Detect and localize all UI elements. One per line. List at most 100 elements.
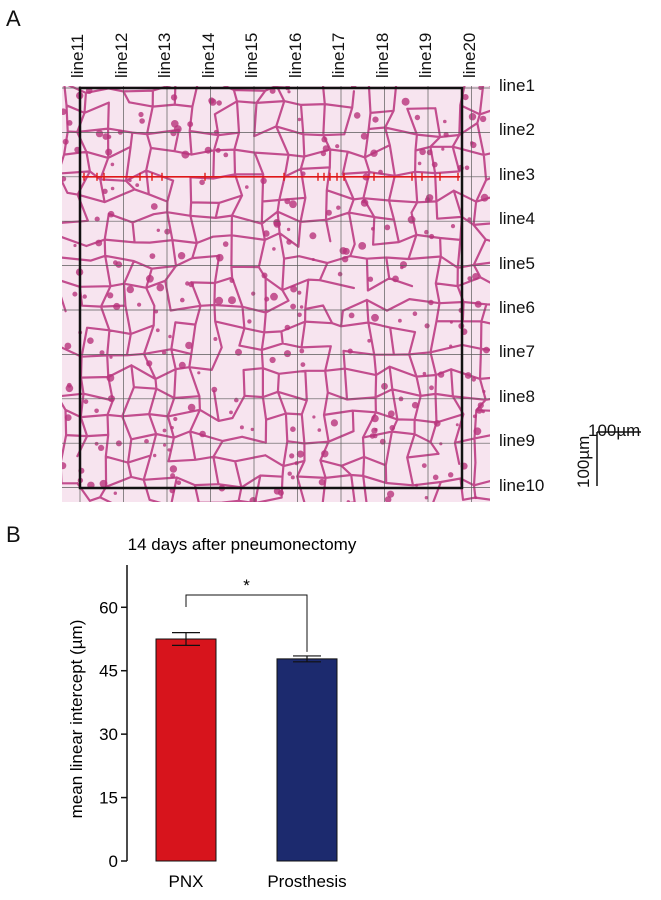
cell-nucleus — [417, 161, 422, 166]
cell-nucleus — [156, 283, 165, 292]
cell-nucleus — [161, 350, 167, 355]
cell-nucleus — [270, 292, 278, 301]
cell-nucleus — [137, 302, 142, 307]
cell-nucleus — [346, 500, 350, 502]
cell-nucleus — [450, 224, 456, 229]
cell-nucleus — [424, 323, 430, 329]
cell-nucleus — [167, 448, 171, 452]
cell-nucleus — [199, 179, 205, 186]
cell-nucleus — [249, 497, 257, 502]
cell-nucleus — [296, 450, 304, 458]
cell-nucleus — [392, 275, 399, 283]
cell-nucleus — [95, 239, 103, 247]
cell-nucleus — [439, 442, 443, 446]
cell-nucleus — [286, 227, 291, 232]
cell-nucleus — [289, 453, 295, 459]
cell-nucleus — [273, 219, 281, 227]
y-axis-label: mean linear intercept (µm) — [67, 620, 86, 819]
intercept-line-3 — [82, 172, 460, 181]
cell-nucleus — [318, 478, 326, 486]
cell-nucleus — [94, 441, 99, 446]
cell-nucleus — [94, 216, 100, 222]
cell-nucleus — [180, 297, 185, 303]
significance-bracket — [185, 594, 308, 652]
cell-nucleus — [471, 377, 477, 382]
cell-nucleus — [342, 247, 350, 255]
bar-chart: 14 days after pneumonectomy 0 15 30 45 60 mean… — [67, 535, 357, 891]
cell-nucleus — [448, 472, 454, 478]
cell-nucleus — [286, 239, 292, 245]
grid-label-line20: line20 — [459, 32, 479, 78]
cell-nucleus — [367, 338, 372, 343]
grid-label-line8: line8 — [499, 386, 535, 406]
grid-label-line1: line1 — [499, 76, 535, 95]
cell-nucleus — [64, 414, 72, 421]
cell-nucleus — [348, 312, 355, 319]
cell-nucleus — [250, 427, 254, 432]
cell-nucleus — [374, 428, 378, 432]
cell-nucleus — [176, 480, 182, 486]
cell-nucleus — [155, 328, 160, 333]
cell-nucleus — [412, 311, 418, 316]
cell-nucleus — [170, 426, 174, 430]
grid-label-line13: line13 — [155, 32, 174, 78]
cell-nucleus — [66, 120, 73, 126]
cell-nucleus — [477, 402, 484, 409]
cell-nucleus — [247, 319, 252, 324]
cell-nucleus — [170, 473, 176, 479]
cell-nucleus — [170, 94, 178, 101]
bar-pnx — [155, 638, 217, 862]
cell-nucleus — [411, 401, 419, 409]
cell-nucleus — [284, 324, 291, 331]
cell-nucleus — [437, 371, 445, 378]
cell-nucleus — [389, 425, 396, 431]
cell-nucleus — [215, 147, 221, 153]
cell-nucleus — [480, 193, 489, 202]
cell-nucleus — [188, 281, 195, 288]
cell-nucleus — [371, 313, 379, 322]
cell-nucleus — [149, 253, 156, 259]
cell-nucleus — [173, 125, 182, 133]
cell-nucleus — [105, 148, 113, 156]
cell-nucleus — [367, 276, 374, 282]
cell-nucleus — [443, 132, 449, 138]
cell-nucleus — [360, 199, 369, 207]
cell-nucleus — [110, 186, 115, 191]
cell-nucleus — [99, 350, 105, 356]
cell-nucleus — [433, 420, 441, 427]
cell-nucleus — [173, 416, 178, 422]
cell-nucleus — [153, 453, 157, 458]
cell-nucleus — [449, 344, 453, 348]
grid-label-line6: line6 — [499, 298, 535, 317]
cell-nucleus — [424, 229, 429, 235]
cell-nucleus — [185, 341, 193, 350]
cell-nucleus — [371, 414, 379, 423]
cell-nucleus — [107, 210, 115, 218]
cell-nucleus — [138, 111, 144, 118]
cell-nucleus — [347, 348, 353, 354]
cell-nucleus — [98, 444, 105, 451]
cell-nucleus — [102, 188, 108, 194]
grid-label-line19: line19 — [416, 32, 435, 78]
cell-nucleus — [372, 116, 379, 123]
cell-nucleus — [113, 302, 121, 311]
cell-nucleus — [146, 360, 153, 367]
cell-nucleus — [419, 148, 426, 156]
alveolar-tissue — [62, 86, 490, 502]
cell-nucleus — [468, 113, 477, 121]
grid-label-line17: line17 — [329, 32, 348, 78]
cell-nucleus — [128, 178, 132, 183]
x-tick-label-prosthesis: Prosthesis — [267, 872, 346, 891]
cell-nucleus — [320, 150, 327, 157]
cell-nucleus — [204, 146, 212, 154]
cell-nucleus — [199, 430, 206, 438]
cell-nucleus — [472, 273, 480, 281]
cell-nucleus — [428, 299, 434, 306]
cell-nucleus — [300, 362, 306, 367]
cell-nucleus — [384, 224, 391, 231]
cell-nucleus — [353, 112, 361, 119]
grid-label-line14: line14 — [198, 32, 218, 78]
cell-nucleus — [311, 258, 315, 261]
chart-title: 14 days after pneumonectomy — [128, 535, 357, 554]
cell-nucleus — [99, 479, 108, 488]
